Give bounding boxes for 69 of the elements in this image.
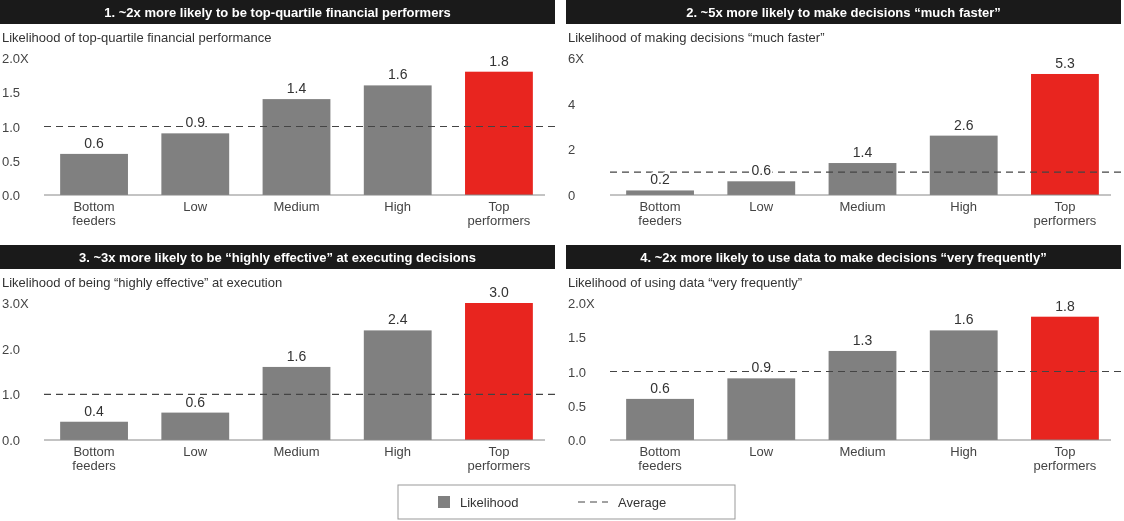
x-tick-label: Top performers	[467, 444, 531, 473]
y-tick-label: 1.5	[2, 85, 21, 101]
y-tick-label: 0.0	[2, 433, 21, 448]
x-tick-label: Bottom feeders	[72, 199, 117, 228]
x-tick-label: Medium	[839, 199, 886, 214]
x-tick-label: Bottom feeders	[638, 444, 683, 473]
x-tick-label: High	[950, 199, 978, 214]
y-tick-label: 2.0X	[568, 296, 596, 311]
y-tick-label: 0.5	[568, 398, 587, 414]
chart-title: 4. ~2x more likely to use data to make decisions “very frequently”	[640, 250, 1047, 265]
x-tick-label: Top performers	[1033, 444, 1097, 473]
y-tick-label: 3.0X	[2, 296, 30, 311]
chart-subtitle: Likelihood of using data “very frequently”	[568, 275, 803, 290]
data-label: 0.4	[84, 402, 104, 419]
bar	[1031, 73, 1099, 195]
data-label: 1.4	[852, 144, 873, 161]
x-tick-label: Medium	[839, 444, 886, 459]
y-tick-label: 1.0	[568, 364, 587, 380]
x-tick-label: Top performers	[1033, 199, 1097, 228]
legend-label: Likelihood	[460, 495, 519, 510]
chart-title: 3. ~3x more likely to be “highly effective” at executing decisions	[78, 250, 477, 265]
data-label: 0.6	[185, 393, 206, 410]
data-label: 5.3	[1055, 54, 1075, 71]
chart-subtitle: Likelihood of being “highly effective” at execution	[2, 275, 283, 290]
data-label: 0.2	[650, 171, 670, 188]
y-tick-label: 6X	[568, 51, 585, 66]
chart-title: 1. ~2x more likely to be top-quartile financial performers	[104, 5, 451, 20]
x-tick-label: High	[384, 199, 412, 214]
chart-title: 2. ~5x more likely to make decisions “much faster”	[686, 5, 1001, 20]
y-tick-label: 2.0	[2, 341, 21, 357]
x-tick-label: High	[950, 444, 978, 459]
x-tick-label: Top performers	[467, 199, 531, 228]
x-tick-label: High	[384, 444, 412, 459]
x-tick-label: Low	[749, 444, 774, 459]
data-label: 0.6	[650, 379, 670, 396]
y-tick-label: 1.0	[2, 119, 21, 135]
y-tick-label: 0	[568, 188, 576, 203]
x-tick-label: Medium	[273, 199, 320, 214]
bar	[1031, 316, 1099, 440]
data-label: 1.8	[1055, 297, 1075, 314]
y-tick-label: 0.0	[2, 188, 21, 203]
x-tick-label: Bottom feeders	[638, 199, 683, 228]
data-label: 2.6	[953, 116, 974, 133]
bar	[465, 71, 533, 195]
data-label: 1.8	[489, 52, 509, 69]
bar	[465, 303, 533, 440]
data-label: 1.4	[286, 80, 307, 97]
y-tick-label: 1.5	[568, 330, 587, 346]
legend-label: Average	[618, 495, 667, 510]
y-tick-label: 0.0	[568, 433, 587, 448]
data-label: 1.3	[852, 331, 873, 348]
data-label: 2.4	[387, 311, 408, 328]
x-tick-label: Low	[749, 199, 774, 214]
x-tick-label: Low	[183, 199, 208, 214]
data-label: 1.6	[387, 66, 408, 83]
x-tick-label: Medium	[273, 444, 320, 459]
y-tick-label: 0.5	[2, 153, 21, 169]
chart-subtitle: Likelihood of top-quartile financial performance	[2, 30, 272, 45]
data-label: 3.0	[489, 284, 509, 300]
y-tick-label: 2	[568, 142, 576, 158]
chart-subtitle: Likelihood of making decisions “much faster”	[568, 30, 825, 45]
y-tick-label: 4	[568, 96, 576, 112]
x-tick-label: Low	[183, 444, 208, 459]
y-tick-label: 1.0	[2, 387, 21, 403]
data-label: 1.6	[286, 347, 307, 364]
data-label: 0.6	[84, 134, 104, 151]
data-label: 1.6	[953, 311, 974, 328]
y-tick-label: 2.0X	[2, 51, 30, 66]
x-tick-label: Bottom feeders	[72, 444, 117, 473]
